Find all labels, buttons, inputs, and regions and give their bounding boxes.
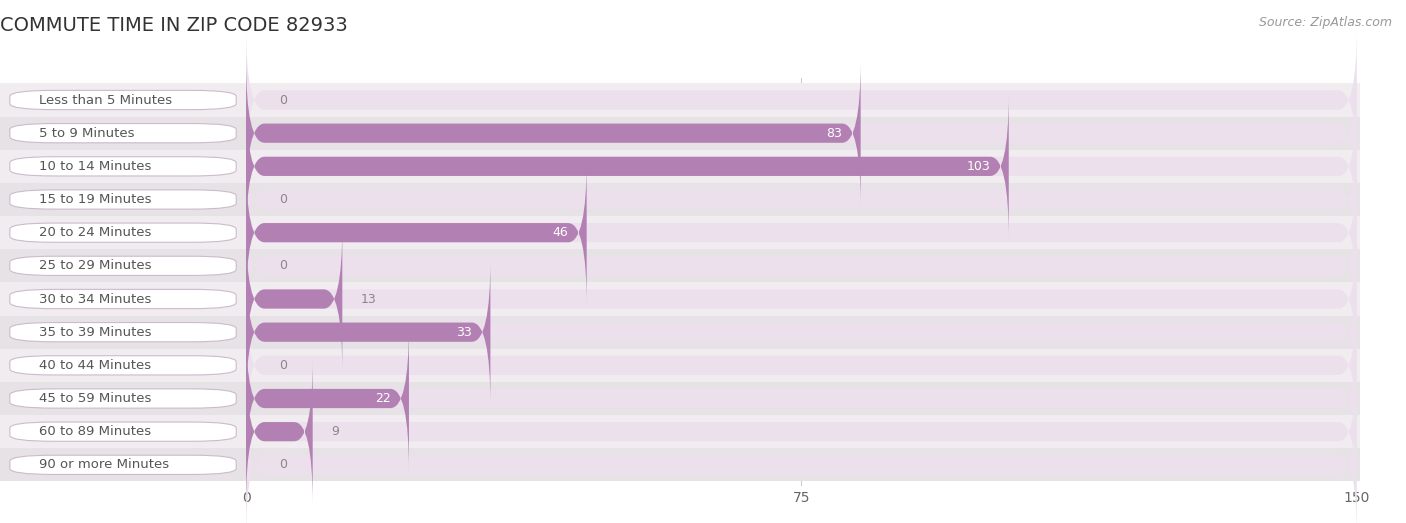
Text: 0: 0: [280, 359, 287, 372]
FancyBboxPatch shape: [10, 289, 236, 309]
FancyBboxPatch shape: [10, 223, 236, 242]
Text: 25 to 29 Minutes: 25 to 29 Minutes: [39, 259, 152, 272]
FancyBboxPatch shape: [246, 93, 1008, 240]
Text: 15 to 19 Minutes: 15 to 19 Minutes: [39, 193, 152, 206]
Bar: [242, 315, 1361, 349]
Text: 90 or more Minutes: 90 or more Minutes: [39, 458, 170, 471]
Bar: [0, 282, 246, 315]
FancyBboxPatch shape: [246, 226, 1357, 372]
FancyBboxPatch shape: [10, 190, 236, 209]
Bar: [0, 249, 246, 282]
Text: Less than 5 Minutes: Less than 5 Minutes: [39, 94, 173, 107]
Text: 22: 22: [374, 392, 391, 405]
Text: 0: 0: [280, 458, 287, 471]
Text: 35 to 39 Minutes: 35 to 39 Minutes: [39, 326, 152, 339]
Text: 13: 13: [361, 292, 377, 305]
FancyBboxPatch shape: [10, 323, 236, 342]
FancyBboxPatch shape: [246, 259, 491, 405]
FancyBboxPatch shape: [246, 160, 586, 306]
Bar: [242, 117, 1361, 150]
FancyBboxPatch shape: [246, 192, 1357, 339]
Text: 103: 103: [966, 160, 990, 173]
FancyBboxPatch shape: [10, 422, 236, 441]
Text: 30 to 34 Minutes: 30 to 34 Minutes: [39, 292, 152, 305]
Bar: [0, 183, 246, 216]
Bar: [0, 415, 246, 448]
Bar: [0, 150, 246, 183]
FancyBboxPatch shape: [246, 60, 860, 207]
FancyBboxPatch shape: [10, 123, 236, 143]
Text: 5 to 9 Minutes: 5 to 9 Minutes: [39, 127, 135, 140]
Bar: [0, 117, 246, 150]
FancyBboxPatch shape: [246, 325, 409, 472]
Bar: [242, 150, 1361, 183]
Bar: [0, 315, 246, 349]
Bar: [242, 448, 1361, 481]
FancyBboxPatch shape: [10, 157, 236, 176]
Bar: [242, 183, 1361, 216]
FancyBboxPatch shape: [246, 160, 1357, 306]
FancyBboxPatch shape: [246, 325, 1357, 472]
Text: COMMUTE TIME IN ZIP CODE 82933: COMMUTE TIME IN ZIP CODE 82933: [0, 16, 347, 35]
Text: 40 to 44 Minutes: 40 to 44 Minutes: [39, 359, 152, 372]
Bar: [242, 349, 1361, 382]
Bar: [242, 382, 1361, 415]
FancyBboxPatch shape: [246, 27, 1357, 173]
Bar: [0, 448, 246, 481]
Text: 10 to 14 Minutes: 10 to 14 Minutes: [39, 160, 152, 173]
Bar: [0, 349, 246, 382]
Text: 83: 83: [827, 127, 842, 140]
FancyBboxPatch shape: [10, 455, 236, 474]
FancyBboxPatch shape: [246, 358, 312, 505]
FancyBboxPatch shape: [246, 93, 1357, 240]
Bar: [242, 84, 1361, 117]
Bar: [242, 216, 1361, 249]
FancyBboxPatch shape: [246, 126, 1357, 273]
Text: 33: 33: [456, 326, 472, 339]
FancyBboxPatch shape: [246, 358, 1357, 505]
Text: 0: 0: [280, 259, 287, 272]
Text: 0: 0: [280, 193, 287, 206]
FancyBboxPatch shape: [10, 356, 236, 375]
Bar: [242, 415, 1361, 448]
Bar: [242, 249, 1361, 282]
FancyBboxPatch shape: [10, 256, 236, 276]
FancyBboxPatch shape: [246, 392, 1357, 523]
Text: 0: 0: [280, 94, 287, 107]
FancyBboxPatch shape: [10, 389, 236, 408]
FancyBboxPatch shape: [246, 226, 342, 372]
Bar: [0, 216, 246, 249]
Text: 9: 9: [332, 425, 339, 438]
Text: 46: 46: [553, 226, 568, 239]
Bar: [242, 282, 1361, 315]
Text: 45 to 59 Minutes: 45 to 59 Minutes: [39, 392, 152, 405]
FancyBboxPatch shape: [246, 292, 1357, 439]
Bar: [0, 382, 246, 415]
Text: 20 to 24 Minutes: 20 to 24 Minutes: [39, 226, 152, 239]
Bar: [0, 84, 246, 117]
Text: 60 to 89 Minutes: 60 to 89 Minutes: [39, 425, 152, 438]
Text: Source: ZipAtlas.com: Source: ZipAtlas.com: [1258, 16, 1392, 29]
FancyBboxPatch shape: [10, 90, 236, 110]
FancyBboxPatch shape: [246, 60, 1357, 207]
FancyBboxPatch shape: [246, 259, 1357, 405]
